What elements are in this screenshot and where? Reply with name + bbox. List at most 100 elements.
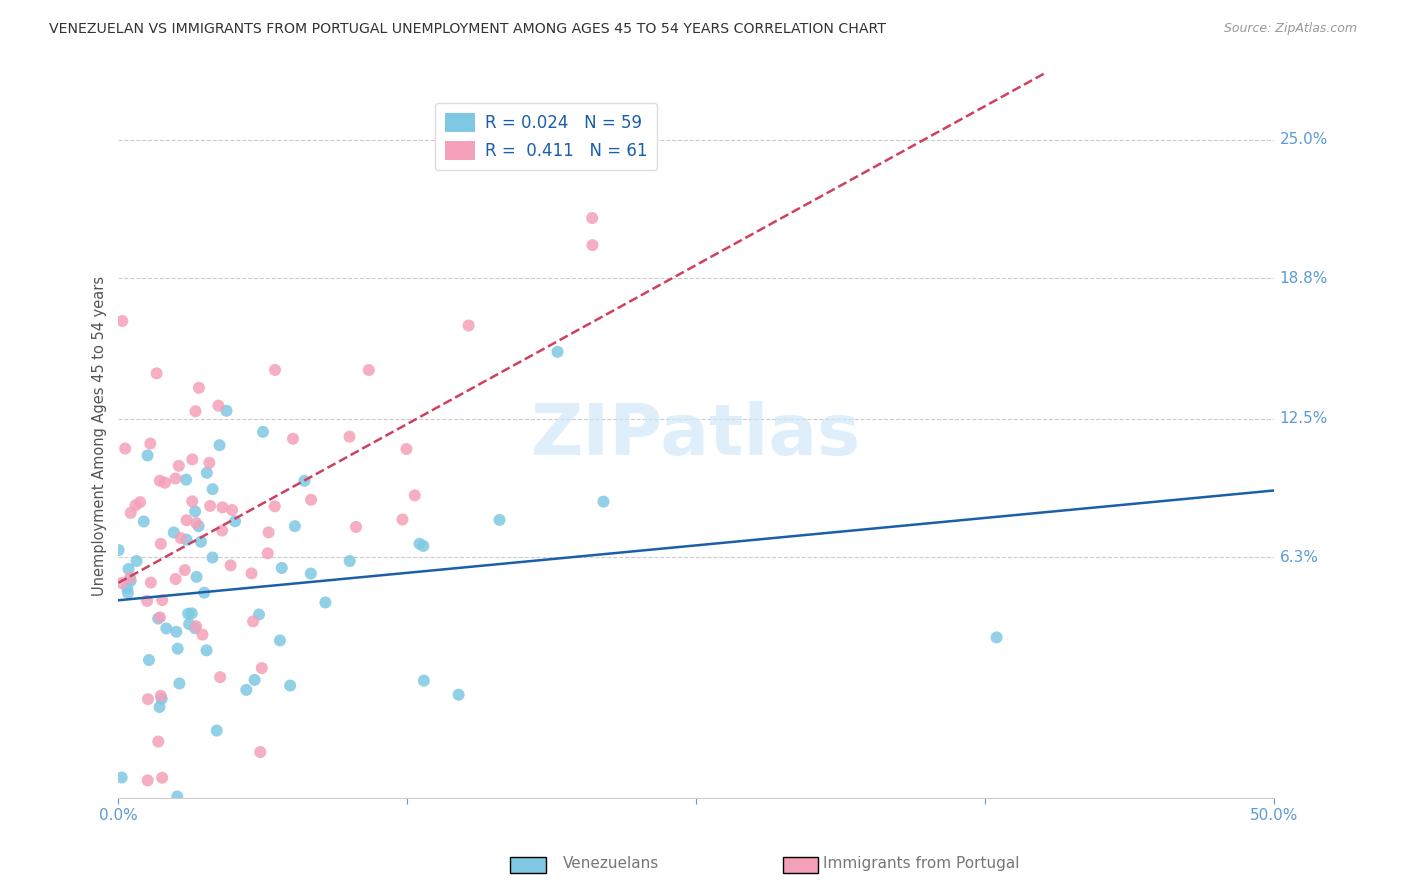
Point: [581, 238, 603, 252]
Point: [136, 449, 159, 463]
Point: [257, 525, 280, 540]
Point: [198, 456, 221, 470]
Point: [186, 570, 208, 584]
Point: [167, 458, 190, 473]
Point: [110, 576, 132, 591]
Point: [148, 734, 170, 748]
Point: [547, 344, 569, 359]
Point: [219, 558, 242, 573]
Point: [270, 561, 292, 575]
Point: [284, 519, 307, 533]
Point: [224, 514, 246, 528]
Point: [141, 816, 163, 830]
Point: [173, 563, 195, 577]
Point: [186, 516, 208, 530]
Text: Source: ZipAtlas.com: Source: ZipAtlas.com: [1223, 22, 1357, 36]
Point: [193, 585, 215, 599]
Point: [132, 515, 155, 529]
Point: [986, 631, 1008, 645]
Point: [357, 363, 380, 377]
Point: [117, 562, 139, 576]
Point: [215, 403, 238, 417]
Point: [395, 442, 418, 456]
Point: [149, 689, 172, 703]
Point: [184, 504, 207, 518]
Point: [124, 499, 146, 513]
Point: [107, 543, 129, 558]
Text: Immigrants from Portugal: Immigrants from Portugal: [823, 856, 1019, 871]
Legend: R = 0.024   N = 59, R =  0.411   N = 61: R = 0.024 N = 59, R = 0.411 N = 61: [434, 103, 657, 169]
Point: [198, 499, 221, 513]
Point: [111, 771, 134, 785]
Point: [138, 653, 160, 667]
Point: [209, 670, 232, 684]
Point: [240, 566, 263, 581]
Point: [125, 554, 148, 568]
Point: [247, 607, 270, 622]
Point: [243, 673, 266, 687]
Point: [294, 474, 316, 488]
Point: [174, 473, 197, 487]
Point: [391, 512, 413, 526]
Point: [412, 539, 434, 553]
Point: [195, 643, 218, 657]
Point: [195, 466, 218, 480]
Text: 18.8%: 18.8%: [1279, 271, 1329, 285]
Point: [165, 572, 187, 586]
Point: [115, 581, 138, 595]
Point: [207, 399, 229, 413]
Point: [177, 617, 200, 632]
Text: Venezuelans: Venezuelans: [562, 856, 658, 871]
Point: [299, 492, 322, 507]
Point: [148, 700, 170, 714]
Point: [299, 566, 322, 581]
Point: [184, 619, 207, 633]
Text: VENEZUELAN VS IMMIGRANTS FROM PORTUGAL UNEMPLOYMENT AMONG AGES 45 TO 54 YEARS CO: VENEZUELAN VS IMMIGRANTS FROM PORTUGAL U…: [49, 22, 886, 37]
Point: [184, 404, 207, 418]
Point: [149, 474, 172, 488]
Point: [139, 436, 162, 450]
Point: [211, 500, 233, 515]
Point: [181, 494, 204, 508]
Point: [187, 519, 209, 533]
Text: 25.0%: 25.0%: [1279, 132, 1329, 147]
Point: [120, 506, 142, 520]
Point: [129, 495, 152, 509]
Point: [205, 723, 228, 738]
Point: [201, 550, 224, 565]
Point: [181, 452, 204, 467]
Point: [211, 524, 233, 538]
Point: [149, 537, 172, 551]
Point: [114, 442, 136, 456]
Point: [187, 381, 209, 395]
Point: [111, 314, 134, 328]
Point: [166, 641, 188, 656]
Point: [581, 211, 603, 225]
Point: [150, 691, 173, 706]
Point: [120, 574, 142, 588]
Point: [339, 430, 361, 444]
Point: [256, 546, 278, 560]
Text: 6.3%: 6.3%: [1279, 549, 1319, 565]
Point: [278, 679, 301, 693]
Point: [413, 673, 436, 688]
Point: [457, 318, 479, 333]
Point: [169, 676, 191, 690]
Point: [344, 520, 367, 534]
Point: [208, 438, 231, 452]
Point: [408, 537, 430, 551]
Point: [281, 432, 304, 446]
Point: [117, 586, 139, 600]
Y-axis label: Unemployment Among Ages 45 to 54 years: Unemployment Among Ages 45 to 54 years: [93, 276, 107, 596]
Point: [176, 533, 198, 547]
Point: [191, 627, 214, 641]
Text: 12.5%: 12.5%: [1279, 411, 1329, 426]
Point: [136, 594, 159, 608]
Point: [177, 607, 200, 621]
Point: [252, 425, 274, 439]
Point: [264, 363, 287, 377]
Point: [249, 745, 271, 759]
Point: [150, 771, 173, 785]
Point: [221, 503, 243, 517]
Point: [269, 633, 291, 648]
